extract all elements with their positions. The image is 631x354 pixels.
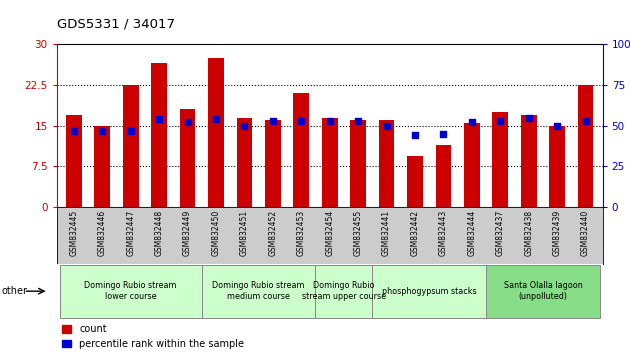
Point <box>524 115 534 120</box>
Point <box>552 123 562 129</box>
Text: GSM832448: GSM832448 <box>155 210 163 256</box>
Text: Domingo Rubio stream
lower course: Domingo Rubio stream lower course <box>85 281 177 301</box>
Bar <box>322 118 338 207</box>
Text: GSM832451: GSM832451 <box>240 210 249 256</box>
Point <box>439 131 449 137</box>
Text: GSM832447: GSM832447 <box>126 210 135 256</box>
Text: GSM832444: GSM832444 <box>468 210 476 256</box>
Bar <box>151 63 167 207</box>
Point <box>126 128 136 133</box>
Point <box>353 118 363 124</box>
Bar <box>293 93 309 207</box>
Bar <box>60 265 202 318</box>
Point <box>239 123 249 129</box>
Text: GSM832437: GSM832437 <box>496 210 505 256</box>
Point <box>69 128 79 133</box>
Bar <box>521 115 536 207</box>
Text: Domingo Rubio
stream upper course: Domingo Rubio stream upper course <box>302 281 386 301</box>
Text: GSM832438: GSM832438 <box>524 210 533 256</box>
Text: Santa Olalla lagoon
(unpolluted): Santa Olalla lagoon (unpolluted) <box>504 281 582 301</box>
Bar <box>486 265 599 318</box>
Bar <box>550 126 565 207</box>
Bar <box>208 58 224 207</box>
Text: GSM832455: GSM832455 <box>353 210 363 256</box>
Point <box>382 123 392 129</box>
Point <box>154 116 164 122</box>
Bar <box>316 265 372 318</box>
Point <box>410 133 420 138</box>
Bar <box>350 120 366 207</box>
Bar <box>123 85 139 207</box>
Bar <box>372 265 486 318</box>
Bar <box>202 265 316 318</box>
Bar <box>66 115 81 207</box>
Bar <box>180 109 196 207</box>
Text: GSM832439: GSM832439 <box>553 210 562 256</box>
Point <box>581 118 591 124</box>
Point <box>268 118 278 124</box>
Text: GDS5331 / 34017: GDS5331 / 34017 <box>57 17 175 30</box>
Bar <box>578 85 593 207</box>
Bar <box>435 145 451 207</box>
Bar <box>265 120 281 207</box>
Text: GSM832442: GSM832442 <box>411 210 420 256</box>
Text: Domingo Rubio stream
medium course: Domingo Rubio stream medium course <box>213 281 305 301</box>
Text: GSM832446: GSM832446 <box>98 210 107 256</box>
Bar <box>407 155 423 207</box>
Bar <box>237 118 252 207</box>
Text: GSM832443: GSM832443 <box>439 210 448 256</box>
Bar <box>492 112 508 207</box>
Bar <box>379 120 394 207</box>
Bar <box>95 126 110 207</box>
Text: GSM832453: GSM832453 <box>297 210 306 256</box>
Text: GSM832449: GSM832449 <box>183 210 192 256</box>
Point <box>182 120 192 125</box>
Point <box>324 118 334 124</box>
Text: GSM832445: GSM832445 <box>69 210 78 256</box>
Point <box>495 118 505 124</box>
Point <box>296 118 306 124</box>
Point <box>467 120 477 125</box>
Bar <box>464 123 480 207</box>
Legend: count, percentile rank within the sample: count, percentile rank within the sample <box>62 324 244 349</box>
Text: GSM832440: GSM832440 <box>581 210 590 256</box>
Text: GSM832452: GSM832452 <box>268 210 278 256</box>
Point <box>211 116 221 122</box>
Point <box>97 128 107 133</box>
Text: GSM832450: GSM832450 <box>211 210 220 256</box>
Text: GSM832441: GSM832441 <box>382 210 391 256</box>
Text: phosphogypsum stacks: phosphogypsum stacks <box>382 287 476 296</box>
Text: GSM832454: GSM832454 <box>325 210 334 256</box>
Text: other: other <box>1 286 27 296</box>
